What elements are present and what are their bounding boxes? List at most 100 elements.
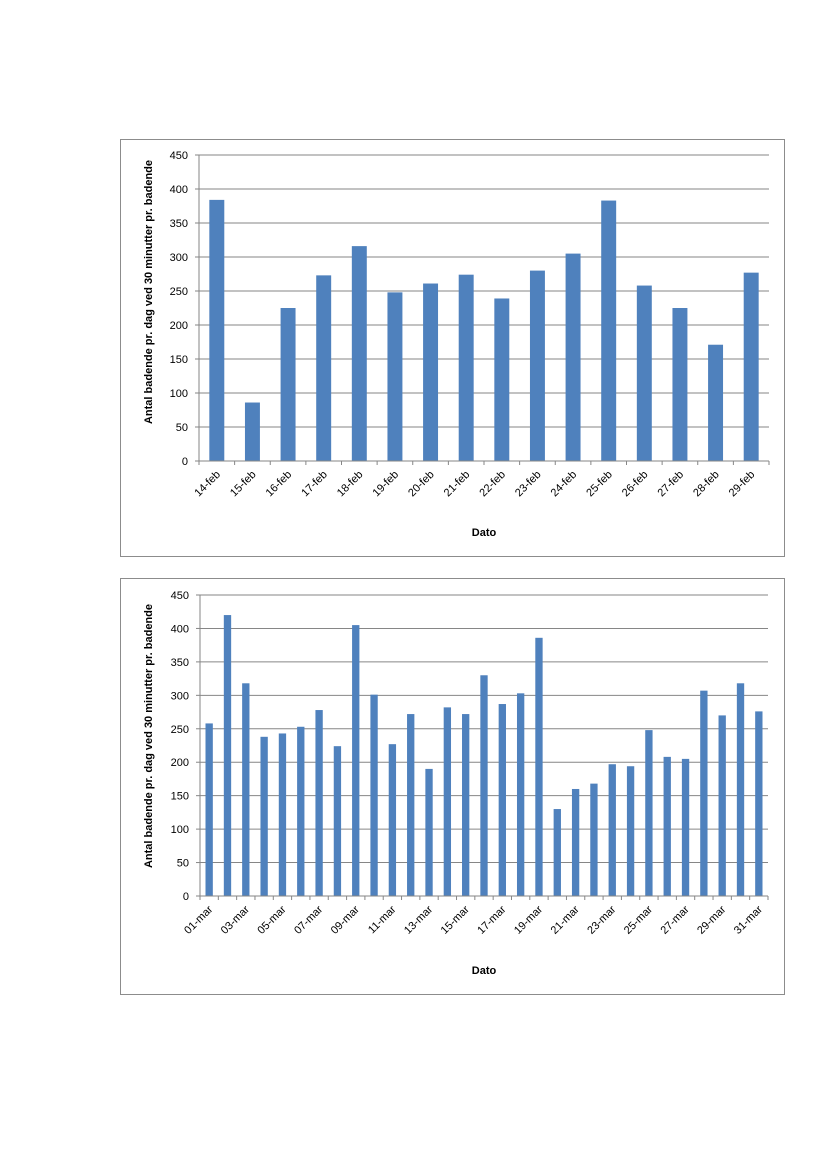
x-axis-title: Dato (472, 965, 497, 977)
bar (529, 270, 545, 461)
bar (278, 733, 287, 896)
bar (462, 714, 470, 896)
bar (223, 615, 232, 896)
chart-march: Antal badende pr. dag ved 30 minutter pr… (120, 578, 785, 995)
bar (209, 199, 225, 461)
y-tick-label: 150 (170, 354, 188, 366)
y-tick-label: 250 (171, 724, 189, 736)
bar (571, 788, 580, 896)
x-tick-label: 22-feb (477, 469, 508, 500)
chart-february-plot: Antal badende pr. dag ved 30 minutter pr… (143, 150, 770, 539)
x-tick-label: 23-mar (585, 903, 618, 936)
bar (423, 283, 439, 461)
x-tick-label: 27-mar (659, 903, 692, 936)
bar (718, 715, 726, 896)
bar (242, 683, 250, 896)
x-tick-label: 18-feb (335, 469, 366, 500)
y-axis-title: Antal badende pr. dag ved 30 minutter pr… (143, 160, 155, 424)
chart-march-plot: Antal badende pr. dag ved 30 minutter pr… (143, 590, 769, 977)
bar (743, 272, 759, 461)
x-tick-label: 29-mar (695, 903, 728, 936)
bar (458, 274, 474, 461)
bar (672, 308, 688, 461)
bar (316, 275, 332, 461)
y-tick-label: 200 (170, 320, 188, 332)
bar (315, 710, 323, 896)
x-tick-label: 23-feb (513, 469, 544, 500)
bar (407, 714, 415, 896)
x-tick-label: 25-feb (584, 469, 615, 500)
chart-february: Antal badende pr. dag ved 30 minutter pr… (120, 139, 785, 557)
bar (333, 746, 342, 896)
y-tick-label: 350 (171, 657, 189, 669)
bar (205, 723, 213, 896)
bar (736, 683, 745, 896)
y-axis-title: Antal badende pr. dag ved 30 minutter pr… (143, 604, 155, 868)
bar (700, 690, 708, 896)
x-tick-label: 28-feb (691, 469, 722, 500)
bar (755, 711, 763, 896)
bar (601, 200, 617, 461)
bar (244, 402, 260, 461)
x-tick-label: 15-mar (439, 903, 472, 936)
x-tick-label: 29-feb (727, 469, 758, 500)
bar (351, 246, 367, 461)
x-tick-label: 27-feb (656, 469, 687, 500)
x-tick-label: 13-mar (402, 903, 435, 936)
bar (494, 298, 510, 461)
x-tick-label: 19-feb (371, 469, 402, 500)
bar (565, 253, 581, 461)
x-tick-label: 17-feb (299, 469, 330, 500)
y-tick-label: 450 (170, 150, 188, 162)
bar (352, 625, 360, 896)
bar (708, 344, 724, 461)
x-tick-label: 20-feb (406, 469, 437, 500)
bar (480, 675, 488, 896)
bar (608, 764, 616, 896)
x-tick-label: 11-mar (366, 903, 399, 936)
x-tick-label: 21-feb (442, 469, 473, 500)
y-tick-label: 350 (170, 218, 188, 230)
y-tick-label: 150 (171, 791, 189, 803)
y-tick-label: 50 (177, 858, 189, 870)
x-axis-title: Dato (472, 527, 497, 539)
x-tick-label: 24-feb (549, 469, 580, 500)
x-tick-label: 09-mar (329, 903, 362, 936)
bar (626, 766, 635, 896)
x-tick-label: 16-feb (264, 469, 295, 500)
bar (425, 768, 433, 896)
bar (535, 637, 543, 896)
x-tick-label: 03-mar (219, 903, 252, 936)
y-tick-label: 0 (182, 456, 188, 468)
y-tick-label: 200 (171, 757, 189, 769)
bar (260, 736, 268, 896)
bar (663, 756, 671, 896)
bar (590, 783, 598, 896)
x-tick-label: 19-mar (512, 903, 545, 936)
x-tick-label: 15-feb (228, 469, 259, 500)
y-tick-label: 250 (170, 286, 188, 298)
y-tick-label: 300 (170, 252, 188, 264)
y-tick-label: 0 (183, 891, 189, 903)
bar (681, 758, 690, 896)
y-tick-label: 400 (170, 184, 188, 196)
x-tick-label: 07-mar (292, 903, 325, 936)
y-tick-label: 50 (176, 422, 188, 434)
bar (498, 704, 506, 896)
x-tick-label: 26-feb (620, 469, 651, 500)
bar (516, 693, 525, 896)
y-tick-label: 100 (171, 824, 189, 836)
x-tick-label: 31-mar (732, 903, 765, 936)
y-tick-label: 450 (171, 590, 189, 602)
y-tick-label: 400 (171, 623, 189, 635)
bar (645, 730, 653, 896)
y-tick-label: 100 (170, 388, 188, 400)
bar (443, 707, 452, 896)
bar (370, 694, 378, 896)
x-tick-label: 21-mar (549, 903, 582, 936)
x-tick-label: 05-mar (255, 903, 288, 936)
bar (553, 809, 561, 896)
x-tick-label: 01-mar (182, 903, 215, 936)
bar (297, 726, 305, 896)
x-tick-label: 14-feb (192, 469, 223, 500)
